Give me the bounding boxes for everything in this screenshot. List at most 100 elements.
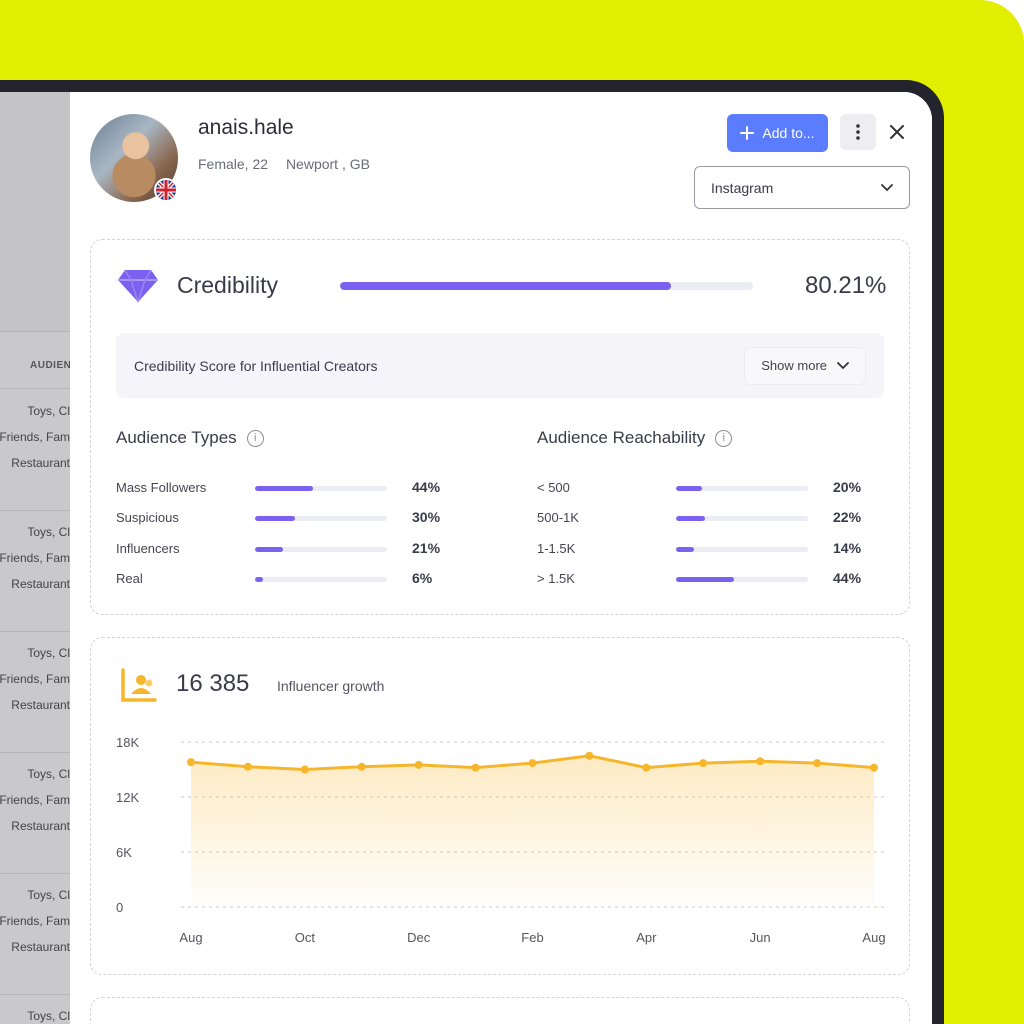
data-point[interactable] xyxy=(300,765,309,774)
growth-area xyxy=(191,755,874,907)
more-options-button[interactable] xyxy=(840,114,876,150)
chevron-down-icon xyxy=(881,183,893,191)
audience-row-bar-fill xyxy=(255,486,314,491)
y-tick-label: 12K xyxy=(116,790,139,805)
audience-row-bar-fill xyxy=(255,516,295,522)
credibility-note: Credibility Score for Influential Creato… xyxy=(116,333,884,398)
data-point[interactable] xyxy=(642,763,651,772)
audience-row-bar-fill xyxy=(676,486,703,491)
audience-row-value: 44% xyxy=(412,479,441,495)
audience-row: Mass Followers 44% xyxy=(116,478,456,498)
audience-row: 500-1K 22% xyxy=(537,508,877,528)
audience-row-label: Mass Followers xyxy=(116,480,207,495)
audience-row: > 1.5K 44% xyxy=(537,569,877,589)
background-table-cell: Restaurant xyxy=(11,456,70,470)
audience-reachability-label: Audience Reachability xyxy=(537,428,706,447)
background-table-cell: Toys, Cl xyxy=(27,1009,70,1023)
background-table: AUDIENCE Toys, Cl Friends, Fam Restaurant To… xyxy=(0,92,70,1024)
audience-row-bar xyxy=(676,516,808,522)
app-screen: AUDIENCE Toys, Cl Friends, Fam Restaurant To… xyxy=(0,92,932,1024)
location: Newport , GB xyxy=(285,156,370,172)
background-table-cell: Toys, Cl xyxy=(27,646,70,660)
show-more-button[interactable]: Show more xyxy=(744,346,866,385)
profile-meta: Female, 22 Newport , GB xyxy=(198,156,384,172)
audience-row-label: Real xyxy=(116,570,143,586)
data-point[interactable] xyxy=(585,751,594,760)
background-header xyxy=(0,92,70,332)
divider xyxy=(0,510,70,511)
audience-row-bar-fill xyxy=(255,546,283,552)
growth-card: 16 385 Influencer growth 18K 12K 6K 0 Aug Oct… xyxy=(90,637,910,975)
audience-row: Influencers 21% xyxy=(116,539,456,559)
audience-types-label: Audience Types xyxy=(116,428,237,447)
vertical-dots-icon xyxy=(856,124,860,140)
info-icon[interactable]: i xyxy=(246,429,264,447)
data-point[interactable] xyxy=(414,760,423,769)
chevron-down-icon xyxy=(837,361,849,369)
data-point[interactable] xyxy=(528,759,537,768)
audience-row-bar xyxy=(676,486,808,491)
data-point[interactable] xyxy=(756,757,765,766)
data-point[interactable] xyxy=(187,758,195,767)
background-column-header: AUDIENCE xyxy=(30,360,70,371)
background-table-cell: Restaurant xyxy=(11,940,70,954)
audience-row-bar-fill xyxy=(255,576,263,582)
credibility-progress-fill xyxy=(340,282,672,290)
background-table-cell: Toys, Cl xyxy=(27,767,70,781)
followers-chart-icon xyxy=(121,668,157,702)
followers-count: 16 385 xyxy=(176,670,250,697)
audience-row: < 500 20% xyxy=(537,478,877,498)
audience-row-label: < 500 xyxy=(537,480,570,495)
background-table-cell: Friends, Fam xyxy=(0,430,70,444)
audience-row: Real 6% xyxy=(116,569,456,589)
x-tick-label: Feb xyxy=(521,930,543,945)
audience-row: Suspicious 30% xyxy=(116,508,456,528)
audience-reachability-title: Audience Reachability i xyxy=(537,428,733,448)
y-tick-label: 18K xyxy=(116,735,139,750)
y-tick-label: 0 xyxy=(116,900,123,915)
plus-icon xyxy=(740,126,755,140)
profile-panel: anais.hale Female, 22 Newport , GB Add t… xyxy=(70,92,932,1024)
credibility-note-text: Credibility Score for Influential Creato… xyxy=(134,357,378,374)
data-point[interactable] xyxy=(243,762,252,771)
background-table-cell: Toys, Cl xyxy=(27,404,70,418)
data-point[interactable] xyxy=(870,763,878,772)
y-tick-label: 6K xyxy=(116,845,132,860)
audience-row-value: 44% xyxy=(833,569,862,586)
audience-row-label: 500-1K xyxy=(537,510,579,526)
close-button[interactable] xyxy=(885,120,909,144)
add-to-button[interactable]: Add to... xyxy=(727,114,828,152)
credibility-score: 80.21% xyxy=(805,272,887,299)
divider xyxy=(0,994,70,995)
audience-row-bar-fill xyxy=(676,516,706,522)
data-point[interactable] xyxy=(357,762,366,771)
data-point[interactable] xyxy=(699,759,708,768)
diamond-icon xyxy=(118,269,158,303)
divider xyxy=(0,631,70,632)
audience-row-bar xyxy=(255,516,387,522)
x-tick-label: Jun xyxy=(750,930,771,945)
audience-row-value: 30% xyxy=(412,509,441,526)
audience-row-bar xyxy=(676,546,808,552)
x-tick-label: Aug xyxy=(862,930,885,945)
data-point[interactable] xyxy=(471,763,480,772)
uk-flag-icon xyxy=(154,178,178,202)
platform-select-value: Instagram xyxy=(711,179,774,196)
credibility-progress-bar xyxy=(340,282,753,290)
x-tick-label: Aug xyxy=(179,930,202,945)
background-table-cell: Friends, Fam xyxy=(0,551,70,565)
audience-row-bar-fill xyxy=(676,576,735,582)
info-icon[interactable]: i xyxy=(715,429,733,447)
username: anais.hale xyxy=(198,116,294,139)
data-point[interactable] xyxy=(813,759,822,768)
divider xyxy=(0,388,70,389)
platform-select[interactable]: Instagram xyxy=(694,166,910,209)
audience-row-label: > 1.5K xyxy=(537,570,575,586)
background-table-cell: Friends, Fam xyxy=(0,793,70,807)
audience-row-value: 20% xyxy=(833,479,862,495)
audience-row-bar xyxy=(676,576,808,582)
audience-row-label: Influencers xyxy=(116,540,180,556)
background-table-cell: Restaurant xyxy=(11,698,70,712)
add-to-label: Add to... xyxy=(762,125,815,141)
credibility-card: Credibility 80.21% Credibility Score for… xyxy=(90,239,910,615)
